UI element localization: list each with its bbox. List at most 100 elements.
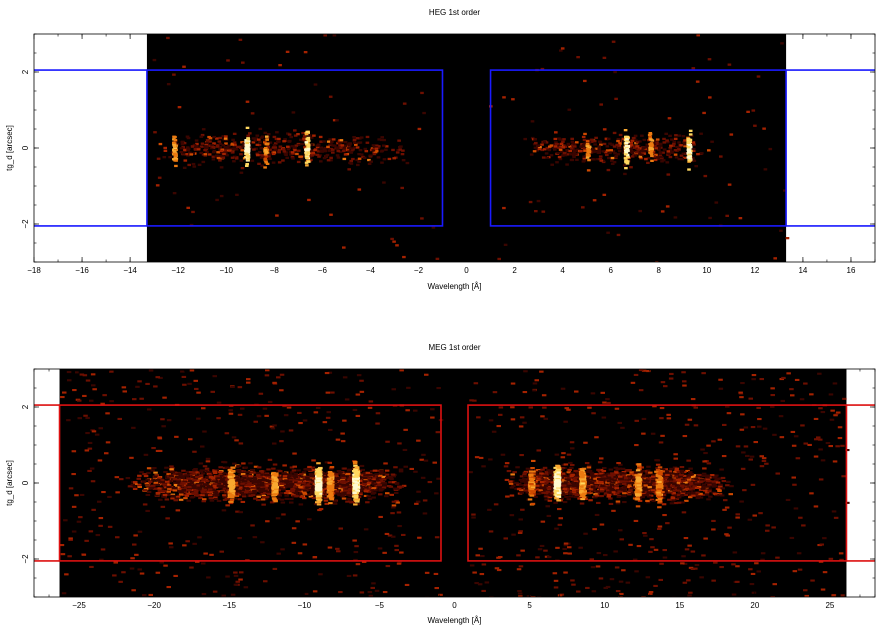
count-pixel <box>331 148 335 151</box>
count-pixel <box>211 158 216 161</box>
count-pixel <box>323 34 327 37</box>
count-pixel <box>247 492 252 495</box>
count-pixel <box>256 499 261 502</box>
count-pixel <box>366 487 372 490</box>
count-pixel <box>645 477 651 480</box>
count-pixel <box>182 65 186 68</box>
count-pixel <box>401 484 407 487</box>
count-pixel <box>207 135 211 139</box>
count-pixel <box>232 141 237 144</box>
count-pixel <box>619 474 625 477</box>
count-pixel <box>572 489 577 492</box>
count-pixel <box>678 478 683 481</box>
count-pixel <box>540 67 545 71</box>
count-pixel <box>616 153 620 156</box>
count-pixel <box>639 157 643 160</box>
count-pixel <box>216 499 222 502</box>
count-pixel <box>589 147 594 150</box>
count-pixel <box>243 477 248 480</box>
count-pixel <box>194 487 199 490</box>
count-pixel <box>213 496 218 499</box>
count-pixel <box>367 162 372 165</box>
count-pixel <box>172 477 178 480</box>
count-pixel <box>155 184 160 187</box>
count-pixel <box>626 482 631 485</box>
count-pixel <box>317 155 321 158</box>
count-pixel <box>561 153 566 156</box>
count-pixel <box>571 476 577 479</box>
count-pixel <box>254 137 258 140</box>
count-pixel <box>325 153 330 157</box>
count-pixel <box>384 473 390 476</box>
count-pixel <box>293 134 298 137</box>
count-pixel <box>622 501 627 504</box>
count-pixel <box>559 142 564 145</box>
count-pixel <box>603 150 608 154</box>
count-pixel <box>553 145 558 148</box>
count-pixel <box>567 108 572 111</box>
count-pixel <box>262 476 267 479</box>
count-pixel <box>240 478 245 481</box>
count-pixel <box>268 157 272 160</box>
count-pixel <box>200 142 205 145</box>
count-pixel <box>610 143 615 146</box>
count-pixel <box>286 145 290 148</box>
count-pixel <box>599 495 604 498</box>
count-pixel <box>390 237 394 241</box>
count-pixel <box>268 484 274 487</box>
count-pixel <box>714 478 719 481</box>
count-pixel <box>516 483 521 486</box>
count-pixel <box>283 152 288 155</box>
count-pixel <box>352 138 357 141</box>
count-pixel <box>298 482 304 485</box>
count-pixel <box>320 494 325 497</box>
count-pixel <box>502 206 506 210</box>
count-pixel <box>305 149 309 152</box>
count-pixel <box>575 158 579 161</box>
count-pixel <box>666 173 671 176</box>
count-pixel <box>276 552 281 555</box>
count-pixel <box>182 473 187 476</box>
count-pixel <box>569 487 575 490</box>
count-pixel <box>233 491 238 494</box>
count-pixel <box>271 495 276 498</box>
count-pixel <box>508 482 514 485</box>
count-pixel <box>228 149 232 152</box>
count-pixel <box>368 480 374 483</box>
count-pixel <box>166 490 171 493</box>
count-pixel <box>234 147 238 151</box>
count-pixel <box>178 498 184 501</box>
count-pixel <box>369 160 373 163</box>
count-pixel <box>377 485 382 488</box>
count-pixel <box>296 482 302 485</box>
count-pixel <box>554 141 558 144</box>
count-pixel <box>625 149 629 152</box>
count-pixel <box>606 480 612 483</box>
count-pixel <box>255 475 260 478</box>
count-pixel <box>182 166 187 169</box>
count-pixel <box>365 483 371 486</box>
count-pixel <box>638 155 643 158</box>
count-pixel <box>633 373 639 376</box>
count-pixel <box>633 154 638 157</box>
count-pixel <box>625 138 629 141</box>
x-tick-label: −16 <box>75 266 89 275</box>
count-pixel <box>688 129 693 132</box>
count-pixel <box>128 485 133 488</box>
count-pixel <box>255 152 260 155</box>
count-pixel <box>346 492 352 495</box>
count-pixel <box>650 489 656 492</box>
count-pixel <box>300 142 305 146</box>
count-pixel <box>624 146 629 149</box>
count-pixel <box>394 482 400 485</box>
count-pixel <box>336 550 341 553</box>
count-pixel <box>608 151 612 155</box>
count-pixel <box>534 210 538 213</box>
count-pixel <box>232 132 237 135</box>
count-pixel <box>243 466 248 469</box>
count-pixel <box>184 153 189 156</box>
count-pixel <box>393 466 398 469</box>
count-pixel <box>143 453 149 456</box>
count-pixel <box>545 146 550 150</box>
count-pixel <box>662 484 668 487</box>
